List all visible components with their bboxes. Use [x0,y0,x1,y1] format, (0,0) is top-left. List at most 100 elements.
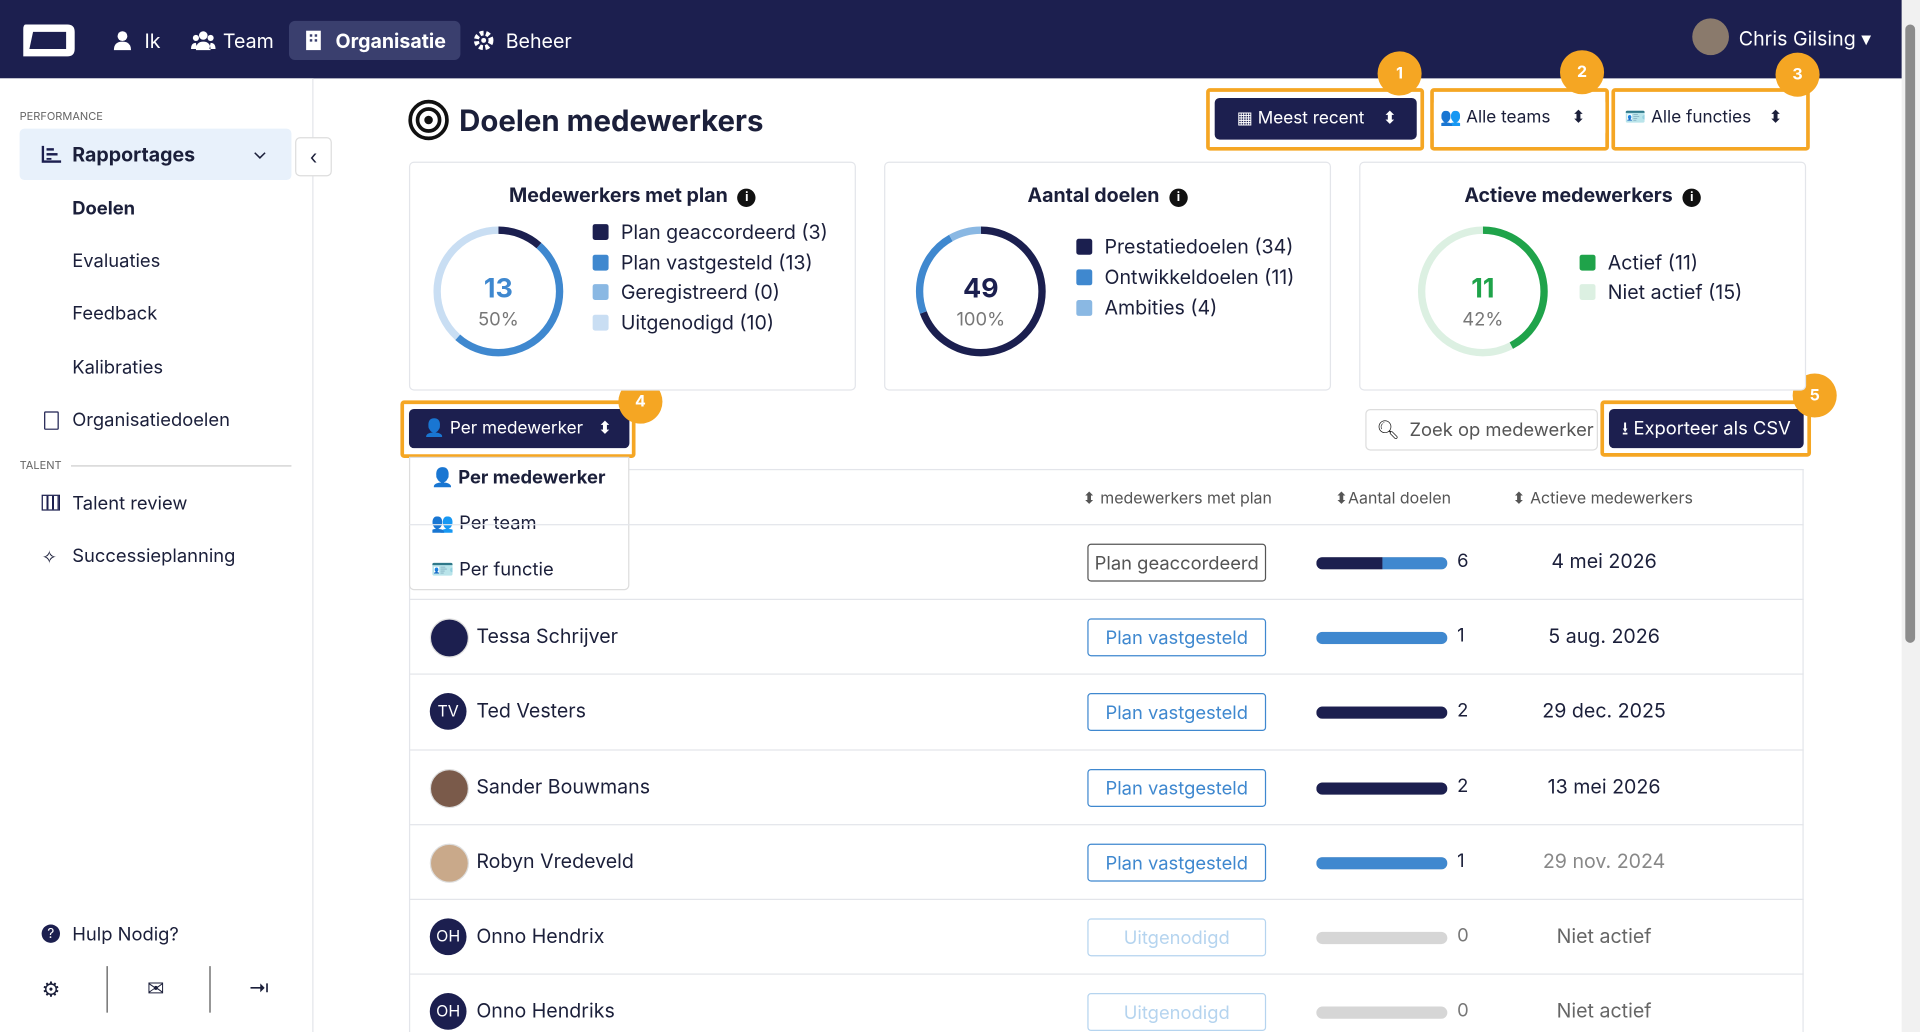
export-label: Exporteer als CSV [1633,416,1791,440]
goals-count: 1 [1457,623,1465,647]
goals-count: 1 [1457,848,1465,872]
divider [71,465,292,467]
employee-name: Onno Hendriks [476,998,615,1023]
icon [41,145,62,163]
info-icon: i [1682,188,1701,207]
nav-successieplanning[interactable]: Successieplanning [72,543,236,567]
goals-count: 6 [1457,548,1469,572]
legend-swatch [592,284,609,301]
mail-button[interactable]: ✉ [146,977,165,1002]
nav-doelen[interactable]: Doelen [72,195,136,220]
donut-value: 11 [1471,273,1495,305]
goals-bar [1316,557,1448,570]
column-header[interactable]: ⬍ Actieve medewerkers [1512,488,1693,509]
info-icon: i [737,188,756,207]
menu-option[interactable]: 👥 Per team [431,510,537,534]
legend-label: Ambities (4) [1104,294,1218,320]
nav-label: Beheer [505,28,572,53]
goals-bar [1316,931,1448,945]
stat-card: Medewerkers met plan i 13 50% Plan geaccorde… [408,161,856,391]
menu-option[interactable]: 🪪 Per functie [431,557,554,581]
search-placeholder: Zoek op medewerker [1409,417,1594,441]
goals-bar [1316,707,1448,720]
goals-bar [1316,632,1448,645]
filter-label: Meest recent [1257,107,1365,129]
activity-date: 29 nov. 2024 [1542,848,1666,873]
nav-label: Team [222,28,274,53]
activity-date: 4 mei 2026 [1551,548,1657,574]
card-title: Actieve medewerkers i [1360,182,1804,207]
function-filter[interactable]: 🪪 Alle functies ⬍ [1618,97,1803,138]
collapse-button[interactable]: ‹ [295,137,332,177]
legend-item: Geregistreerd (0) [592,280,780,304]
scroll-thumb[interactable] [1905,24,1916,643]
goals-bar [1316,1006,1448,1020]
goals-count: 2 [1457,773,1469,797]
filter-label: Alle teams [1466,106,1551,128]
top-bar: Ik Team Organisatie Beheer Chris Gilsing… [0,0,1920,79]
nav-talent-review[interactable]: Talent review [72,491,188,515]
bar-fill [1316,856,1448,870]
donut-segment [433,226,564,357]
search-input[interactable]: 🔍︎ Zoek op medewerker [1365,408,1598,451]
bar-fill [1316,557,1382,570]
donut-value: 13 [483,273,513,305]
goals-bar [1316,781,1448,795]
team-filter[interactable]: 👥 Alle teams ⬍ [1433,97,1606,138]
nav-ik[interactable]: Ik [98,21,175,60]
grouping-button[interactable]: 👤 Per medewerker ⬍ [408,408,630,449]
table: ⬍ medewerkers met plan ⬍Aantal doelen ⬍ … [408,468,1804,1032]
donut-segment [433,226,564,357]
legend-swatch [592,224,609,241]
user-avatar[interactable] [1692,18,1729,56]
nav-team[interactable]: Team [176,21,288,60]
sort-filter[interactable]: ▦ Meest recent ⬍ [1214,97,1417,140]
table-row: Robyn Vredeveld Plan vastgesteld 1 29 nov. … [408,823,1804,900]
nav-kalibraties[interactable]: Kalibraties [72,355,164,379]
status-badge: Plan geaccordeerd [1087,543,1267,582]
activity-date: 13 mei 2026 [1547,773,1661,798]
activity-date: 29 dec. 2025 [1542,698,1666,723]
legend-swatch [1579,254,1596,271]
export-button[interactable]: ⭳ Exporteer als CSV [1608,408,1804,449]
help-link[interactable]: Hulp Nodig? [72,922,179,946]
goals-count: 0 [1457,923,1469,947]
settings-button[interactable]: ⚙ [41,978,61,1003]
status-badge: Uitgenodigd [1087,918,1267,957]
legend-label: Ontwikkeldoelen (11) [1104,264,1295,289]
column-header[interactable]: ⬍Aantal doelen [1334,488,1452,509]
nav-beheer[interactable]: Beheer [459,21,586,60]
nav-organisatiedoelen[interactable]: Organisatiedoelen [72,407,230,432]
annotation-badge: 5 [1792,373,1837,418]
divider [106,966,108,1013]
user-menu[interactable]: Chris Gilsing ▾ [1738,25,1872,51]
legend-swatch [592,254,609,271]
nav-feedback[interactable]: Feedback [72,301,158,325]
legend-item: Uitgenodigd (10) [592,309,775,335]
donut-percent: 100% [956,307,1006,331]
highlight [400,400,636,458]
annotation-badge: 3 [1775,52,1820,97]
legend-item: Ambities (4) [1076,295,1217,319]
column-header[interactable]: ⬍ medewerkers met plan [1082,488,1272,509]
table-row: OH Onno Hendrix Uitgenodigd 0 Niet actief [408,898,1804,975]
reports-menu[interactable]: Rapportages ⌄ [19,128,292,181]
activity-date: 5 aug. 2026 [1548,623,1660,648]
stat-card: Aantal doelen i 49 100% Prestatiedoelen (34)… [884,161,1332,391]
legend-label: Uitgenodigd (10) [620,309,775,335]
nav-label: Organisatie [335,28,446,53]
scrollbar[interactable] [1901,0,1920,1032]
menu-option[interactable]: 👤 Per medewerker [431,465,606,489]
logo[interactable] [18,20,77,59]
legend-swatch [1076,299,1093,316]
nav-evaluaties[interactable]: Evaluaties [72,248,161,272]
employee-name: Robyn Vredeveld [476,848,634,873]
sidebar: PERFORMANCE Rapportages ⌄ ‹ Doelen Evalu… [0,78,332,1032]
nav-organisatie[interactable]: Organisatie [288,20,461,61]
card-title: Aantal doelen i [885,182,1329,207]
logout-button[interactable]: ⇥ [248,977,270,1002]
card-title-text: Aantal doelen [1027,182,1160,207]
legend-label: Niet actief (15) [1607,279,1743,305]
user-name: Chris Gilsing [1738,25,1856,51]
option-label: Per functie [459,557,554,581]
